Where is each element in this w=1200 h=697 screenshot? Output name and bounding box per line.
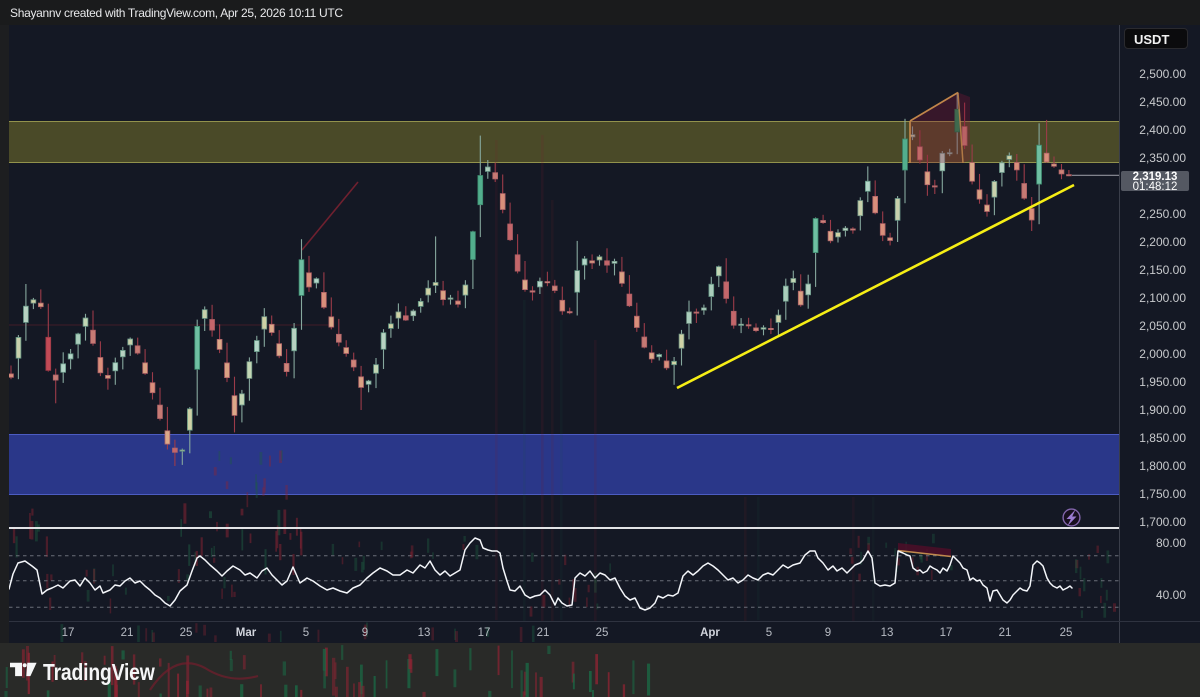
svg-text:13: 13 (881, 627, 894, 639)
svg-text:25: 25 (596, 627, 609, 639)
svg-text:2,350.00: 2,350.00 (1139, 151, 1186, 165)
svg-text:21: 21 (537, 627, 550, 639)
svg-text:2,450.00: 2,450.00 (1139, 95, 1186, 109)
svg-text:1,850.00: 1,850.00 (1139, 431, 1186, 445)
svg-text:2,400.00: 2,400.00 (1139, 123, 1186, 137)
svg-text:17: 17 (478, 627, 491, 639)
svg-text:9: 9 (362, 627, 368, 639)
svg-text:9: 9 (825, 627, 831, 639)
svg-text:1,750.00: 1,750.00 (1139, 487, 1186, 501)
svg-text:25: 25 (180, 627, 193, 639)
svg-text:2,150.00: 2,150.00 (1139, 263, 1186, 277)
svg-text:40.00: 40.00 (1156, 588, 1186, 602)
svg-text:Mar: Mar (236, 627, 257, 639)
svg-text:Apr: Apr (700, 627, 720, 639)
svg-text:1,900.00: 1,900.00 (1139, 403, 1186, 417)
svg-text:2,100.00: 2,100.00 (1139, 291, 1186, 305)
svg-text:2,000.00: 2,000.00 (1139, 347, 1186, 361)
svg-text:5: 5 (766, 627, 772, 639)
svg-text:1,800.00: 1,800.00 (1139, 459, 1186, 473)
svg-text:2,250.00: 2,250.00 (1139, 207, 1186, 221)
svg-text:80.00: 80.00 (1156, 536, 1186, 550)
svg-text:1,700.00: 1,700.00 (1139, 515, 1186, 529)
svg-text:13: 13 (418, 627, 431, 639)
svg-text:17: 17 (62, 627, 75, 639)
svg-text:5: 5 (303, 627, 309, 639)
svg-text:21: 21 (121, 627, 134, 639)
svg-text:17: 17 (940, 627, 953, 639)
svg-text:1,950.00: 1,950.00 (1139, 375, 1186, 389)
svg-text:2,050.00: 2,050.00 (1139, 319, 1186, 333)
svg-text:2,500.00: 2,500.00 (1139, 67, 1186, 81)
svg-text:25: 25 (1060, 627, 1073, 639)
svg-text:2,200.00: 2,200.00 (1139, 235, 1186, 249)
svg-text:21: 21 (999, 627, 1012, 639)
